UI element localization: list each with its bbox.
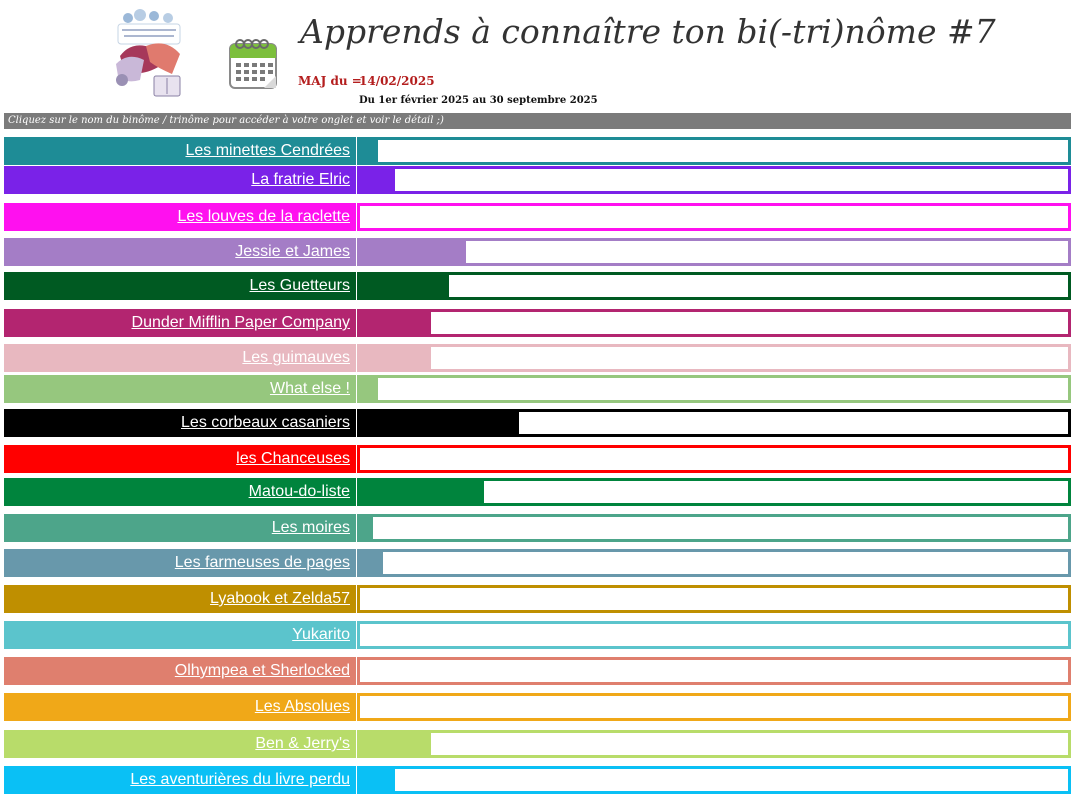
period-text: Du 1er février 2025 au 30 septembre 2025 bbox=[359, 95, 598, 106]
progress-track bbox=[357, 549, 1071, 577]
team-link[interactable]: Les aventurières du livre perdu bbox=[4, 766, 356, 794]
page-title: Apprends à connaître ton bi(-tri)nôme #7 bbox=[300, 12, 996, 51]
progress-fill bbox=[360, 275, 449, 297]
progress-fill bbox=[360, 412, 520, 434]
team-link[interactable]: Les Guetteurs bbox=[4, 272, 356, 300]
progress-track bbox=[357, 137, 1071, 165]
progress-fill bbox=[360, 241, 467, 263]
team-link[interactable]: Yukarito bbox=[4, 621, 356, 649]
progress-fill bbox=[360, 312, 431, 334]
book-club-logo-icon bbox=[116, 9, 181, 97]
team-link[interactable]: Les moires bbox=[4, 514, 356, 542]
update-label: MAJ du = bbox=[298, 74, 362, 88]
calendar-icon bbox=[229, 39, 277, 89]
team-link[interactable]: Les farmeuses de pages bbox=[4, 549, 356, 577]
team-link[interactable]: Dunder Mifflin Paper Company bbox=[4, 309, 356, 337]
progress-track bbox=[357, 409, 1071, 437]
progress-track bbox=[357, 203, 1071, 231]
instructions-banner: Cliquez sur le nom du binôme / trinôme p… bbox=[4, 113, 1071, 129]
team-link[interactable]: Les corbeaux casaniers bbox=[4, 409, 356, 437]
progress-fill bbox=[360, 169, 396, 191]
progress-track bbox=[357, 478, 1071, 506]
team-link[interactable]: Les minettes Cendrées bbox=[4, 137, 356, 165]
progress-track bbox=[357, 309, 1071, 337]
update-date: 14/02/2025 bbox=[359, 74, 435, 88]
progress-fill bbox=[360, 378, 378, 400]
team-link[interactable]: Olhympea et Sherlocked bbox=[4, 657, 356, 685]
team-link[interactable]: What else ! bbox=[4, 375, 356, 403]
progress-track bbox=[357, 514, 1071, 542]
progress-fill bbox=[360, 552, 384, 574]
progress-track bbox=[357, 585, 1071, 613]
progress-fill bbox=[360, 733, 431, 755]
progress-fill bbox=[360, 347, 431, 369]
team-link[interactable]: Ben & Jerry's bbox=[4, 730, 356, 758]
team-link[interactable]: Lyabook et Zelda57 bbox=[4, 585, 356, 613]
progress-track bbox=[357, 730, 1071, 758]
progress-fill bbox=[360, 481, 484, 503]
progress-track bbox=[357, 166, 1071, 194]
progress-track bbox=[357, 272, 1071, 300]
team-link[interactable]: Les louves de la raclette bbox=[4, 203, 356, 231]
progress-track bbox=[357, 445, 1071, 473]
progress-track bbox=[357, 621, 1071, 649]
team-link[interactable]: Les guimauves bbox=[4, 344, 356, 372]
team-link[interactable]: Jessie et James bbox=[4, 238, 356, 266]
progress-track bbox=[357, 766, 1071, 794]
progress-track bbox=[357, 238, 1071, 266]
team-link[interactable]: Matou-do-liste bbox=[4, 478, 356, 506]
progress-track bbox=[357, 693, 1071, 721]
progress-track bbox=[357, 657, 1071, 685]
progress-fill bbox=[360, 769, 396, 791]
progress-track bbox=[357, 375, 1071, 403]
progress-fill bbox=[360, 517, 373, 539]
team-link[interactable]: La fratrie Elric bbox=[4, 166, 356, 194]
team-link[interactable]: les Chanceuses bbox=[4, 445, 356, 473]
progress-fill bbox=[360, 140, 378, 162]
team-link[interactable]: Les Absolues bbox=[4, 693, 356, 721]
progress-track bbox=[357, 344, 1071, 372]
